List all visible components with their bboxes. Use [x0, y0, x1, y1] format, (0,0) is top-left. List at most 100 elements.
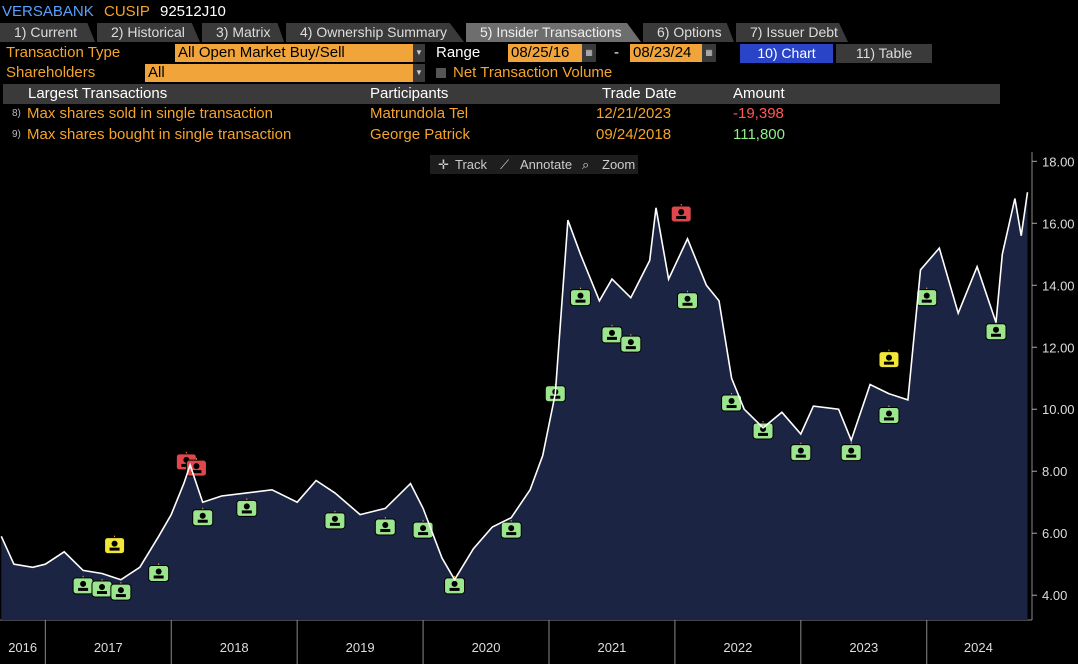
marker-shoulders: [883, 361, 894, 365]
table-cell: Max shares sold in single transaction: [27, 105, 273, 122]
marker-shoulders: [191, 470, 202, 474]
marker-head: [451, 580, 458, 587]
marker-head: [728, 398, 735, 405]
marker-head: [684, 295, 691, 302]
marker-shoulders: [991, 333, 1002, 337]
tool-annotate[interactable]: Annotate: [520, 157, 573, 172]
tab[interactable]: 1) Current: [0, 23, 95, 42]
row-number: 9): [12, 129, 21, 140]
ticker: VERSABANK: [2, 3, 94, 20]
marker-head: [848, 447, 855, 454]
price-area: [1, 192, 1028, 621]
transaction-marker: [185, 458, 207, 477]
marker-head: [111, 540, 118, 547]
table-button[interactable]: 11) Table: [836, 44, 932, 63]
transaction-marker: [444, 575, 466, 595]
x-tick-label: 2019: [346, 640, 375, 655]
marker-head: [678, 208, 685, 215]
marker-head: [199, 512, 206, 519]
separator: -: [614, 44, 619, 61]
marker-shoulders: [197, 519, 208, 523]
calendar-icon: ▦: [582, 44, 596, 62]
transaction-marker: [916, 287, 938, 307]
marker-shoulders: [575, 299, 586, 303]
chart-button[interactable]: 10) Chart: [740, 44, 833, 63]
table-cell: Matrundola Tel: [370, 105, 469, 122]
transaction-marker: [569, 287, 591, 307]
marker-head: [993, 326, 1000, 333]
transaction-marker: [236, 498, 258, 517]
transaction-marker: [91, 579, 113, 598]
transaction-marker: [500, 520, 522, 539]
checkbox[interactable]: [436, 68, 446, 78]
icon: ⟋: [500, 157, 510, 172]
y-tick-label: 18.00: [1042, 154, 1075, 169]
marker-shoulders: [506, 532, 517, 536]
tab[interactable]: 7) Issuer Debt: [736, 23, 848, 42]
tab[interactable]: 2) Historical: [97, 23, 200, 42]
marker-shoulders: [329, 522, 340, 526]
marker-shoulders: [78, 587, 89, 591]
date-value: 08/23/24: [633, 44, 692, 61]
y-tick-label: 4.00: [1042, 588, 1067, 603]
table-cell: 12/21/2023: [596, 105, 672, 122]
icon: ⌕: [582, 157, 590, 172]
marker-head: [117, 587, 124, 594]
transaction-marker: [840, 442, 862, 462]
marker-shoulders: [115, 594, 126, 598]
chart-toolbar: ✛ Track ⟋ Annotate ⌕ Zoom: [430, 155, 638, 174]
y-tick-label: 16.00: [1042, 216, 1075, 231]
dropdown[interactable]: All ▼: [145, 64, 425, 82]
date-input[interactable]: 08/25/16 ▦: [508, 44, 596, 62]
transaction-marker: [104, 535, 126, 555]
x-tick-label: 2018: [220, 640, 249, 655]
date-input[interactable]: 08/23/24 ▦: [630, 44, 716, 62]
marker-head: [80, 580, 87, 587]
marker-shoulders: [676, 215, 687, 219]
tab[interactable]: 6) Options: [643, 23, 734, 42]
y-tick-label: 8.00: [1042, 464, 1067, 479]
marker-shoulders: [883, 417, 894, 421]
tool-zoom[interactable]: Zoom: [602, 157, 636, 172]
x-tick-label: 2021: [597, 640, 626, 655]
marker-shoulders: [682, 302, 693, 306]
marker-shoulders: [449, 587, 460, 591]
marker-head: [243, 503, 250, 510]
table-header: [3, 84, 1000, 104]
marker-shoulders: [795, 454, 806, 458]
marker-head: [193, 463, 200, 470]
marker-head: [508, 525, 515, 532]
label: Shareholders: [6, 64, 96, 81]
column-header: Largest Transactions: [28, 85, 168, 102]
transaction-marker: [677, 290, 699, 310]
transaction-marker: [148, 563, 170, 583]
marker-shoulders: [625, 346, 636, 350]
marker-head: [608, 329, 615, 336]
row-number: 8): [12, 108, 21, 119]
x-tick-label: 2024: [964, 640, 993, 655]
tool-track[interactable]: Track: [455, 157, 488, 172]
transaction-marker: [752, 420, 774, 440]
label: Transaction Type: [6, 44, 121, 61]
dropdown[interactable]: All Open Market Buy/Sell ▼: [175, 44, 425, 62]
marker-shoulders: [380, 529, 391, 533]
x-tick-label: 2016: [8, 640, 37, 655]
date-value: 08/25/16: [511, 44, 570, 61]
marker-shoulders: [153, 575, 164, 579]
transaction-marker: [878, 405, 900, 424]
marker-shoulders: [758, 432, 769, 436]
marker-head: [98, 584, 105, 591]
dropdown-value: All Open Market Buy/Sell: [178, 44, 345, 61]
transaction-marker: [670, 203, 692, 223]
transaction-marker: [72, 575, 94, 595]
tab[interactable]: 3) Matrix: [202, 23, 284, 42]
y-tick-label: 12.00: [1042, 340, 1075, 355]
tab[interactable]: 5) Insider Transactions: [466, 23, 641, 42]
tab[interactable]: 4) Ownership Summary: [286, 23, 464, 42]
transaction-marker: [412, 520, 434, 539]
icon: ✛: [438, 157, 449, 172]
table-cell: Max shares bought in single transaction: [27, 126, 292, 143]
transaction-marker: [192, 507, 214, 527]
transaction-marker: [324, 510, 346, 530]
y-tick-label: 10.00: [1042, 402, 1075, 417]
